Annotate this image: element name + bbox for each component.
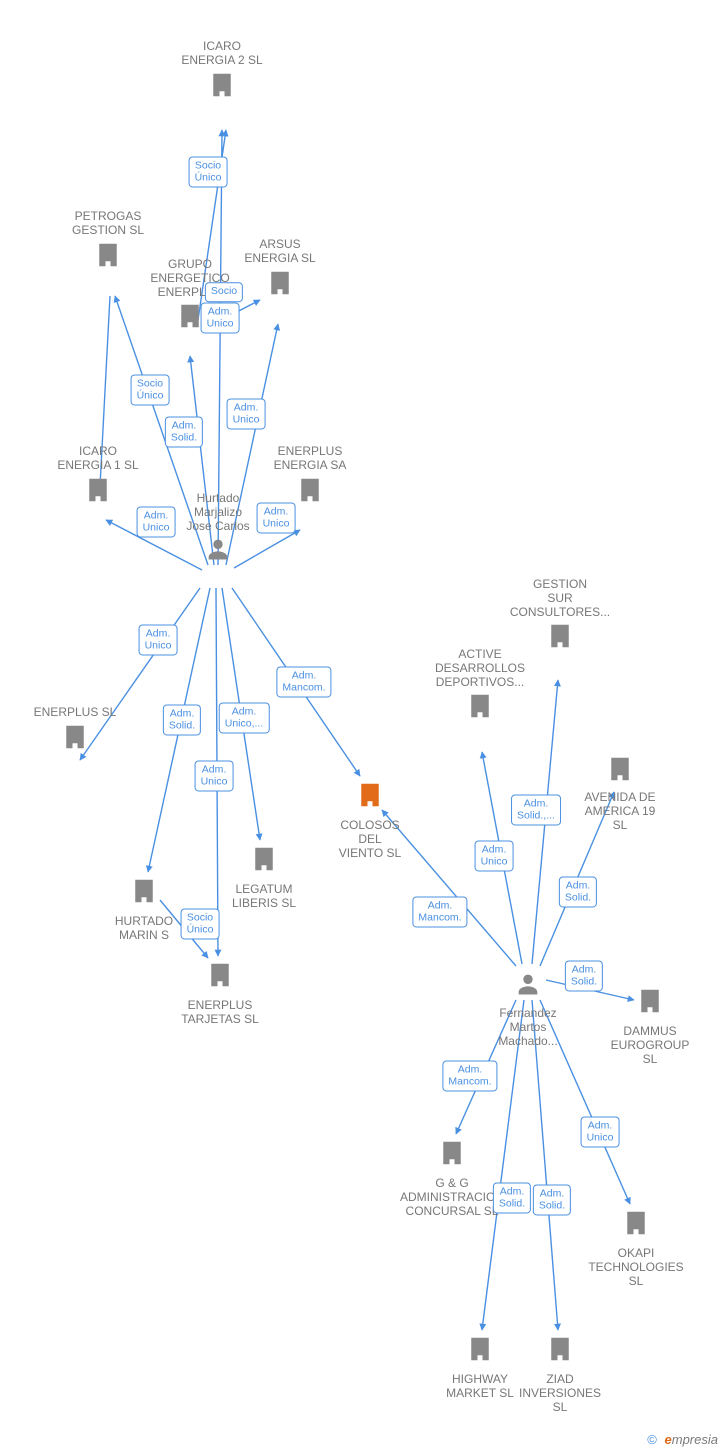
edge-label-fernandez-dammus: Adm.Solid. [565,960,603,991]
edge-label-hurtado-icaro1: Adm.Unico [137,506,176,537]
edge-label-grupo-icaro2: Adm.Unico [201,302,240,333]
person-icon [204,535,232,570]
node-colosos[interactable]: COLOSOSDELVIENTO SL [315,780,425,861]
company-icon [129,876,159,913]
edge-label-hurtado-legatum: Adm.Unico,... [219,702,270,733]
person-icon [514,970,542,1005]
node-label-enerplus_sl: ENERPLUS SL [20,706,130,720]
node-label-dammus: DAMMUSEUROGROUPSL [595,1025,705,1066]
node-label-petrogas: PETROGASGESTION SL [53,210,163,238]
edge-label-fernandez-okapi: Adm.Unico [581,1116,620,1147]
node-gg[interactable]: G & GADMINISTRACIONCONCURSAL SL [397,1138,507,1219]
edge-label-hurtado-enerplus_sa: Adm.Unico [257,502,296,533]
company-icon [437,1138,467,1175]
company-icon [83,475,113,512]
node-label-colosos: COLOSOSDELVIENTO SL [315,819,425,860]
node-label-arsus: ARSUSENERGIA SL [225,238,335,266]
edge-label-fernandez-highway: Adm.Solid. [493,1182,531,1213]
edge-label-fernandez-active: Adm.Unico [475,840,514,871]
node-label-avenida: AVENIDA DEAMERICA 19SL [560,791,680,832]
edge-label-hurtado_marin-enerplus_tar: SocioÚnico [181,908,220,939]
node-gestion_sur[interactable]: GESTIONSURCONSULTORES... [505,578,615,659]
node-okapi[interactable]: OKAPITECHNOLOGIESSL [581,1208,691,1289]
edge-label-hurtado-enerplus_sl: Adm.Unico [139,624,178,655]
edge-label-hurtado-enerplus_tar: Adm.Unico [195,760,234,791]
node-dammus[interactable]: DAMMUSEUROGROUPSL [595,986,705,1067]
company-icon [249,844,279,881]
company-icon [355,780,385,817]
edge-label-hurtado-colosos: Adm.Mancom. [276,666,331,697]
footer-credit: © empresia [647,1432,718,1447]
company-icon [205,960,235,997]
node-label-fernandez: FernandezMartosMachado... [473,1007,583,1048]
edge-fernandez-ziad [532,1000,558,1330]
node-label-active: ACTIVEDESARROLLOSDEPORTIVOS... [425,648,535,689]
company-icon [545,1334,575,1371]
company-icon [93,240,123,277]
company-icon [465,1334,495,1371]
node-avenida[interactable]: AVENIDA DEAMERICA 19SL [560,754,680,835]
company-icon [635,986,665,1023]
brand-first-letter: e [665,1432,672,1447]
edge-label-fernandez-colosos: Adm.Mancom. [412,896,467,927]
edge-label-grupo-arsus: Socio [205,282,243,302]
company-icon [60,722,90,759]
edge-label-fernandez-gestion_sur: Adm.Solid.,... [511,794,561,825]
company-icon [465,691,495,728]
company-icon [621,1208,651,1245]
node-label-enerplus_tar: ENERPLUSTARJETAS SL [165,999,275,1027]
edge-label-fernandez-avenida: Adm.Solid. [559,876,597,907]
edge-label-hurtado-petrogas: SocioÚnico [131,374,170,405]
node-icaro2[interactable]: ICAROENERGIA 2 SL [167,40,277,107]
company-icon [265,268,295,305]
copyright-symbol: © [647,1432,657,1447]
node-legatum[interactable]: LEGATUMLIBERIS SL [209,844,319,911]
node-enerplus_sl[interactable]: ENERPLUS SL [20,706,130,759]
node-label-icaro1: ICAROENERGIA 1 SL [43,445,153,473]
edge-label-hurtado-grupo: Adm.Solid. [165,416,203,447]
node-label-gg: G & GADMINISTRACIONCONCURSAL SL [397,1177,507,1218]
node-label-ziad: ZIADINVERSIONESSL [505,1373,615,1414]
node-label-okapi: OKAPITECHNOLOGIESSL [581,1247,691,1288]
brand-rest: mpresia [672,1432,718,1447]
company-icon [207,70,237,107]
node-icaro1[interactable]: ICAROENERGIA 1 SL [43,445,153,512]
company-icon [545,621,575,658]
node-label-legatum: LEGATUMLIBERIS SL [209,883,319,911]
edge-label-fernandez-gg: Adm.Mancom. [442,1060,497,1091]
node-ziad[interactable]: ZIADINVERSIONESSL [505,1334,615,1415]
company-icon [295,475,325,512]
node-label-enerplus_sa: ENERPLUSENERGIA SA [255,445,365,473]
node-active[interactable]: ACTIVEDESARROLLOSDEPORTIVOS... [425,648,535,729]
company-icon [605,754,635,791]
edge-label-fernandez-ziad: Adm.Solid. [533,1184,571,1215]
node-label-gestion_sur: GESTIONSURCONSULTORES... [505,578,615,619]
node-enerplus_tar[interactable]: ENERPLUSTARJETAS SL [165,960,275,1027]
edge-label-hurtado-icaro2: SocioÚnico [189,156,228,187]
edge-label-hurtado-hurtado_marin: Adm.Solid. [163,704,201,735]
edge-label-hurtado-arsus: Adm.Unico [227,398,266,429]
node-label-icaro2: ICAROENERGIA 2 SL [167,40,277,68]
